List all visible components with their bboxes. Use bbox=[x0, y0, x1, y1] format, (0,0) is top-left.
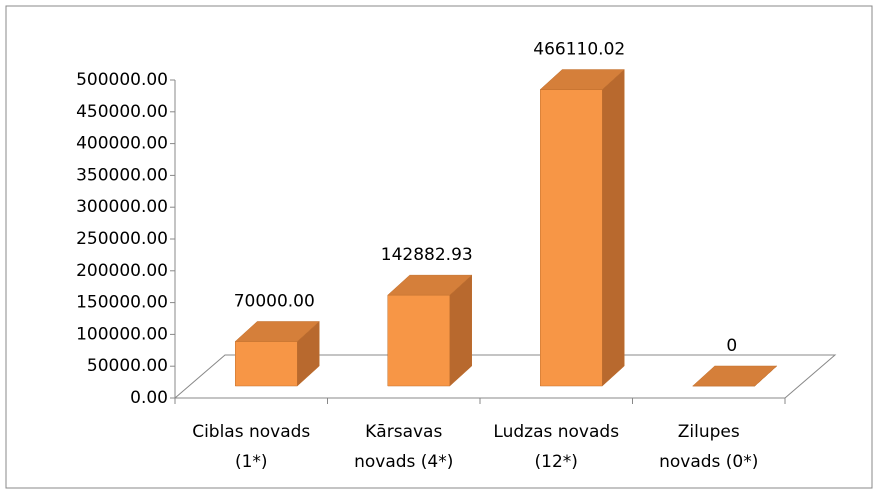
y-tick-label: 250000.00 bbox=[76, 229, 168, 249]
chart-border bbox=[5, 5, 873, 489]
bar-side bbox=[602, 68, 625, 387]
x-tick-label: (1*) bbox=[235, 452, 268, 472]
floor bbox=[173, 354, 837, 399]
bar-front bbox=[540, 89, 603, 387]
bar-top bbox=[539, 69, 625, 90]
bar bbox=[692, 365, 778, 387]
x-tick-label: (12*) bbox=[535, 452, 578, 472]
x-tick-label: Zilupes bbox=[678, 422, 740, 442]
value-label: 0 bbox=[726, 336, 737, 356]
bar-top bbox=[387, 274, 473, 296]
bar bbox=[539, 68, 625, 387]
bar bbox=[387, 274, 473, 387]
value-label: 142882.93 bbox=[381, 245, 473, 265]
y-tick-label: 350000.00 bbox=[76, 165, 168, 185]
y-tick-label: 50000.00 bbox=[87, 356, 168, 376]
bar bbox=[234, 320, 320, 387]
bar-top bbox=[692, 365, 778, 387]
value-label: 70000.00 bbox=[234, 291, 315, 311]
y-tick-label: 100000.00 bbox=[76, 324, 168, 344]
y-tick-label: 0.00 bbox=[130, 388, 168, 408]
y-tick-label: 500000.00 bbox=[76, 70, 168, 90]
y-tick-label: 200000.00 bbox=[76, 261, 168, 281]
bar-front bbox=[235, 341, 298, 387]
y-tick-label: 150000.00 bbox=[76, 293, 168, 313]
x-tick-label: novads (4*) bbox=[354, 452, 453, 472]
x-tick-label: novads (0*) bbox=[659, 452, 758, 472]
value-label: 466110.02 bbox=[533, 40, 625, 60]
y-tick-label: 450000.00 bbox=[76, 102, 168, 122]
x-tick-label: Kārsavas bbox=[365, 422, 442, 442]
y-tick-label: 300000.00 bbox=[76, 197, 168, 217]
x-tick-label: Ciblas novads bbox=[192, 422, 310, 442]
y-tick-label: 400000.00 bbox=[76, 134, 168, 154]
bar-front bbox=[387, 294, 450, 387]
bar-top bbox=[234, 321, 320, 342]
x-tick-label: Ludzas novads bbox=[493, 422, 619, 442]
